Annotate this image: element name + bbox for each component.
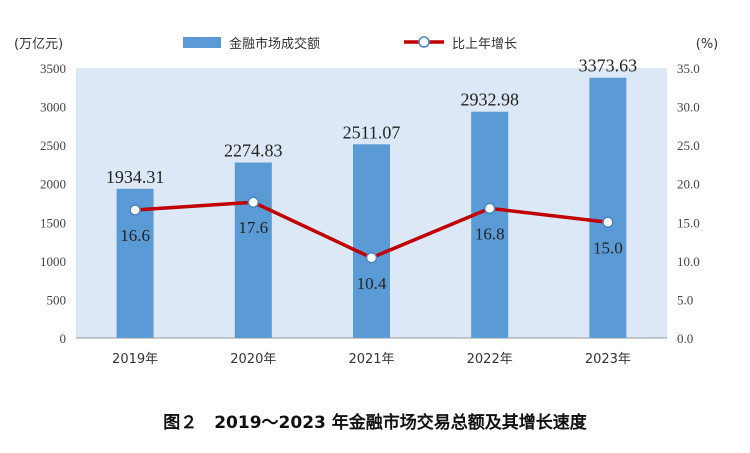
legend: 金融市场成交额 比上年增长 — [183, 36, 517, 52]
bar-value-label: 2274.83 — [224, 141, 283, 161]
combo-chart: (万亿元) (%) 金融市场成交额 比上年增长 0 500 1000 1500 2000… — [14, 36, 719, 367]
legend-line-label: 比上年增长 — [452, 37, 517, 52]
line-point — [247, 196, 260, 208]
left-tick-label: 3000 — [40, 100, 66, 115]
left-tick-label: 1500 — [40, 215, 66, 230]
right-tick-label: 35.0 — [677, 61, 700, 76]
line-value-label: 15.0 — [593, 238, 623, 257]
left-tick-label: 3500 — [40, 61, 66, 76]
x-tick-label: 2020年 — [230, 352, 276, 367]
bar — [471, 111, 509, 338]
line-series — [129, 196, 614, 264]
line-value-label: 17.6 — [238, 218, 268, 237]
line-value-label: 10.4 — [357, 274, 387, 293]
left-tick-label: 0 — [60, 331, 67, 346]
bar — [353, 144, 390, 338]
left-axis-ticks: 0 500 1000 1500 2000 2500 3000 3500 — [40, 61, 66, 346]
bar-value-labels: 1934.31 2274.83 2511.07 2932.98 3373.63 — [106, 56, 637, 187]
figure-caption: 图２ 2019～2023 年金融市场交易总额及其增长速度 — [163, 413, 587, 433]
line-value-label: 16.8 — [475, 224, 505, 243]
x-tick-label: 2022年 — [467, 352, 513, 367]
bar — [234, 162, 272, 338]
bar-value-label: 2932.98 — [460, 90, 519, 110]
right-axis-unit: (%) — [696, 37, 719, 52]
right-axis-ticks: 0.0 5.0 10.0 15.0 20.0 25.0 30.0 35.0 — [677, 61, 700, 346]
bar-value-label: 3373.63 — [579, 56, 638, 76]
bar — [589, 77, 627, 339]
right-tick-label: 15.0 — [677, 215, 700, 230]
x-tick-label: 2023年 — [585, 352, 631, 367]
left-tick-label: 500 — [47, 292, 67, 307]
bar-series — [116, 77, 627, 339]
right-tick-label: 30.0 — [677, 100, 700, 115]
line-point — [483, 202, 496, 215]
x-axis-ticks: 2019年 2020年 2021年 2022年 2023年 — [112, 352, 631, 367]
line-point — [129, 204, 141, 216]
line-value-labels: 16.6 17.6 10.4 16.8 15.0 — [120, 218, 623, 293]
legend-bar-label: 金融市场成交额 — [229, 36, 320, 52]
line-value-label: 16.6 — [120, 226, 150, 245]
right-tick-label: 5.0 — [677, 292, 693, 307]
bar-value-label: 1934.31 — [106, 167, 165, 187]
bar-value-label: 2511.07 — [343, 122, 401, 142]
left-tick-label: 2000 — [40, 177, 66, 192]
x-tick-label: 2021年 — [348, 352, 394, 367]
right-tick-label: 20.0 — [677, 177, 700, 192]
legend-line-marker — [418, 36, 430, 48]
left-tick-label: 2500 — [40, 138, 66, 153]
line-point — [365, 252, 378, 264]
line-point — [602, 216, 614, 229]
left-axis-unit: (万亿元) — [14, 37, 63, 52]
right-tick-label: 25.0 — [677, 138, 700, 153]
right-tick-label: 0.0 — [677, 331, 693, 346]
left-tick-label: 1000 — [40, 254, 66, 269]
legend-bar-swatch — [183, 37, 221, 48]
x-tick-label: 2019年 — [112, 352, 158, 367]
right-tick-label: 10.0 — [677, 254, 700, 269]
